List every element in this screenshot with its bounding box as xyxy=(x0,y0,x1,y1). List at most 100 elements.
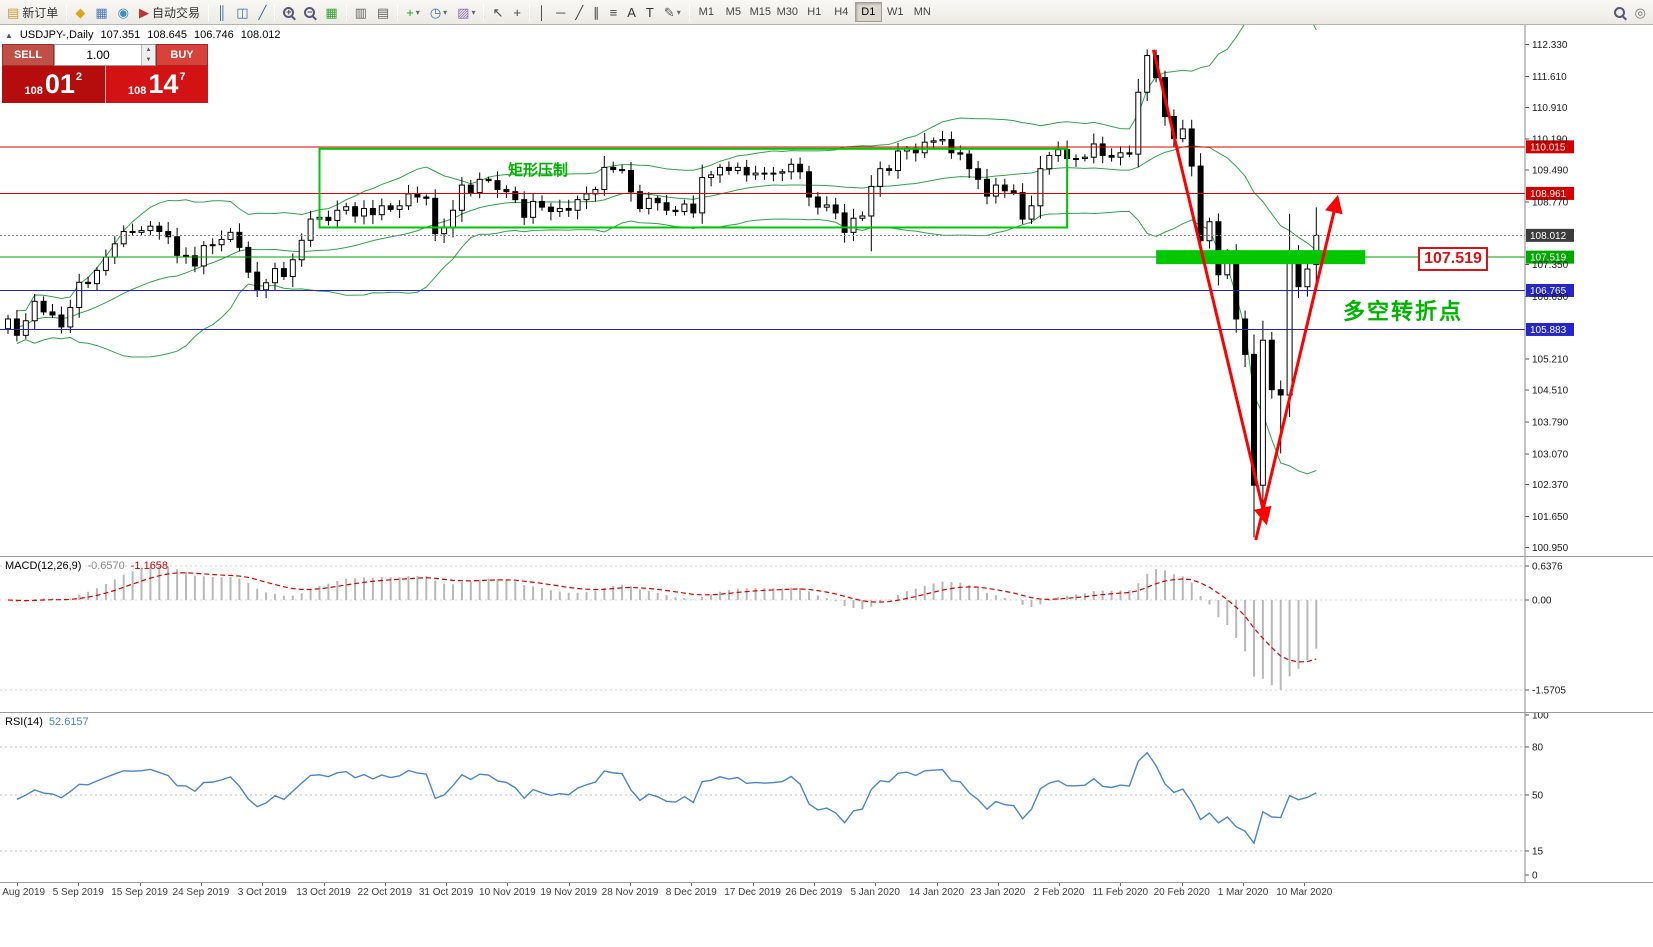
date-tick xyxy=(78,883,80,886)
pivot-annotation-label: 多空转折点 xyxy=(1343,299,1464,324)
svg-text:110.910: 110.910 xyxy=(1532,103,1568,114)
timeframe-mn[interactable]: MN xyxy=(913,6,931,18)
bar-chart-button[interactable]: ║ xyxy=(213,2,230,23)
date-label: 3 Oct 2019 xyxy=(237,887,287,898)
navigator-button[interactable]: ◉ xyxy=(114,2,133,23)
macd-indicator-label: MACD(12,26,9) -0.6570 -1.1658 xyxy=(5,560,168,572)
grid-icon: ▦ xyxy=(325,4,338,20)
auto-trading-icon: ▶ xyxy=(138,4,149,20)
toolbar-separator xyxy=(274,3,276,21)
date-label: 5 Sep 2019 xyxy=(52,887,104,898)
uptrend-arrow xyxy=(1254,194,1343,541)
price-tag-105.883 xyxy=(1526,322,1574,336)
horizontal-line-icon: ─ xyxy=(556,4,566,20)
timeframe-h1[interactable]: H1 xyxy=(807,6,822,18)
search-button[interactable] xyxy=(1610,2,1629,23)
templates-button[interactable]: ▨ ▾ xyxy=(453,2,479,23)
buy-button[interactable]: BUY xyxy=(156,44,208,66)
resistance-rectangle xyxy=(318,147,1069,229)
community-icon: ◎ xyxy=(1634,4,1646,20)
timeframe-m30[interactable]: M30 xyxy=(776,6,798,18)
svg-text:108.961: 108.961 xyxy=(1530,189,1567,200)
date-tick xyxy=(691,883,693,886)
line-chart-icon: ╱ xyxy=(258,4,267,20)
rsi-indicator-panel[interactable]: 100 80 50 15 0 xyxy=(0,713,1653,882)
date-tick xyxy=(813,883,815,886)
date-label: 8 Dec 2019 xyxy=(665,887,717,898)
zoom-in-button[interactable]: + xyxy=(279,2,298,23)
grid-button[interactable]: ▦ xyxy=(321,2,341,23)
line-chart-button[interactable]: ╱ xyxy=(254,2,270,23)
cursor-tool[interactable]: ↖ xyxy=(488,2,507,23)
zoom-out-button[interactable]: − xyxy=(300,2,319,23)
profiles-button[interactable]: ◆ xyxy=(71,2,89,23)
buy-price-display[interactable]: 108 14 7 xyxy=(105,66,208,103)
volume-input[interactable] xyxy=(55,45,141,65)
toolbar-separator xyxy=(688,3,690,21)
date-tick xyxy=(568,883,570,886)
price-tag-107.519 xyxy=(1526,250,1574,264)
tile-windows-button[interactable]: ▥ xyxy=(351,2,371,23)
ohlc-open: 107.351 xyxy=(100,29,141,41)
timeframe-d1[interactable]: D1 xyxy=(854,2,882,22)
shapes-icon: ✎ xyxy=(663,4,675,20)
rsi-name: RSI(14) xyxy=(5,716,43,728)
auto-trading-button[interactable]: ▶ 自动交易 xyxy=(135,2,204,23)
date-label: 26 Dec 2019 xyxy=(785,887,843,898)
price-tag-106.765 xyxy=(1526,283,1574,297)
market-watch-button[interactable]: ▦ xyxy=(91,2,111,23)
date-label: 2 Feb 2020 xyxy=(1033,887,1085,898)
trendline-tool[interactable]: ╱ xyxy=(571,2,587,23)
timeframe-m5[interactable]: M5 xyxy=(725,6,741,18)
date-label: 15 Sep 2019 xyxy=(111,887,168,898)
svg-text:106.630: 106.630 xyxy=(1532,292,1569,303)
volume-down-button[interactable]: ▼ xyxy=(142,55,155,65)
horizontal-line-tool[interactable]: ─ xyxy=(552,2,569,23)
svg-text:110.190: 110.190 xyxy=(1532,135,1568,146)
trade-panel-toggle-icon[interactable]: ▲ xyxy=(5,30,13,40)
dropdown-caret-icon: ▾ xyxy=(471,7,476,17)
main-price-chart[interactable]: 110.015 108.961 108.012 107.519 106.765 105.8… xyxy=(0,25,1653,557)
sell-price-display[interactable]: 108 01 2 xyxy=(2,66,106,103)
date-label: 24 Sep 2019 xyxy=(172,887,230,898)
timeframe-m1[interactable]: M1 xyxy=(698,6,714,18)
shapes-button[interactable]: ✎ ▾ xyxy=(660,2,685,23)
ohlc-low: 106.746 xyxy=(194,29,234,41)
date-label: 5 Jan 2020 xyxy=(850,887,900,898)
macd-value: -0.6570 xyxy=(87,560,125,572)
indicators-button[interactable]: + ▾ xyxy=(402,2,424,23)
channel-tool[interactable]: ∥ xyxy=(589,2,604,23)
community-button[interactable]: ◎ xyxy=(1631,2,1650,23)
navigator-icon: ◉ xyxy=(117,4,129,20)
periods-button[interactable]: ◷ ▾ xyxy=(426,2,451,23)
vertical-line-tool[interactable]: │ xyxy=(534,2,550,23)
text-tool[interactable]: A xyxy=(623,2,640,23)
macd-indicator-panel[interactable]: 0.6376 0.00 -1.5705 xyxy=(0,557,1653,713)
svg-text:109.490: 109.490 xyxy=(1532,166,1569,177)
timeframe-w1[interactable]: W1 xyxy=(887,6,904,18)
tile-windows-icon: ▥ xyxy=(354,4,367,20)
timeframe-m15[interactable]: M15 xyxy=(749,6,771,18)
zoom-out-button-icon: − xyxy=(304,6,316,18)
date-tick xyxy=(262,883,264,886)
cascade-windows-button[interactable]: ▤ xyxy=(373,2,393,23)
date-label: 19 Nov 2019 xyxy=(540,887,598,898)
svg-text:106.765: 106.765 xyxy=(1530,286,1567,297)
date-label: 17 Dec 2019 xyxy=(724,887,781,898)
date-tick xyxy=(200,883,202,886)
volume-up-button[interactable]: ▲ xyxy=(142,45,155,55)
timeframe-h4[interactable]: H4 xyxy=(834,6,849,18)
fibonacci-tool[interactable]: ≡ xyxy=(606,2,622,23)
date-label: 28 Nov 2019 xyxy=(601,887,659,898)
downtrend-arrow xyxy=(1151,49,1272,526)
sell-button[interactable]: SELL xyxy=(2,44,54,66)
toolbar-separator xyxy=(397,3,399,21)
sell-price-point: 2 xyxy=(75,71,83,83)
candlestick-chart-button[interactable]: ◫ xyxy=(232,2,252,23)
new-order-button-label: 新订单 xyxy=(22,5,59,20)
cascade-windows-icon: ▤ xyxy=(376,4,390,20)
date-tick xyxy=(323,883,325,886)
crosshair-tool[interactable]: + xyxy=(509,2,525,23)
label-tool[interactable]: T xyxy=(642,2,658,23)
new-order-button[interactable]: ▤ 新订单 xyxy=(3,2,62,23)
